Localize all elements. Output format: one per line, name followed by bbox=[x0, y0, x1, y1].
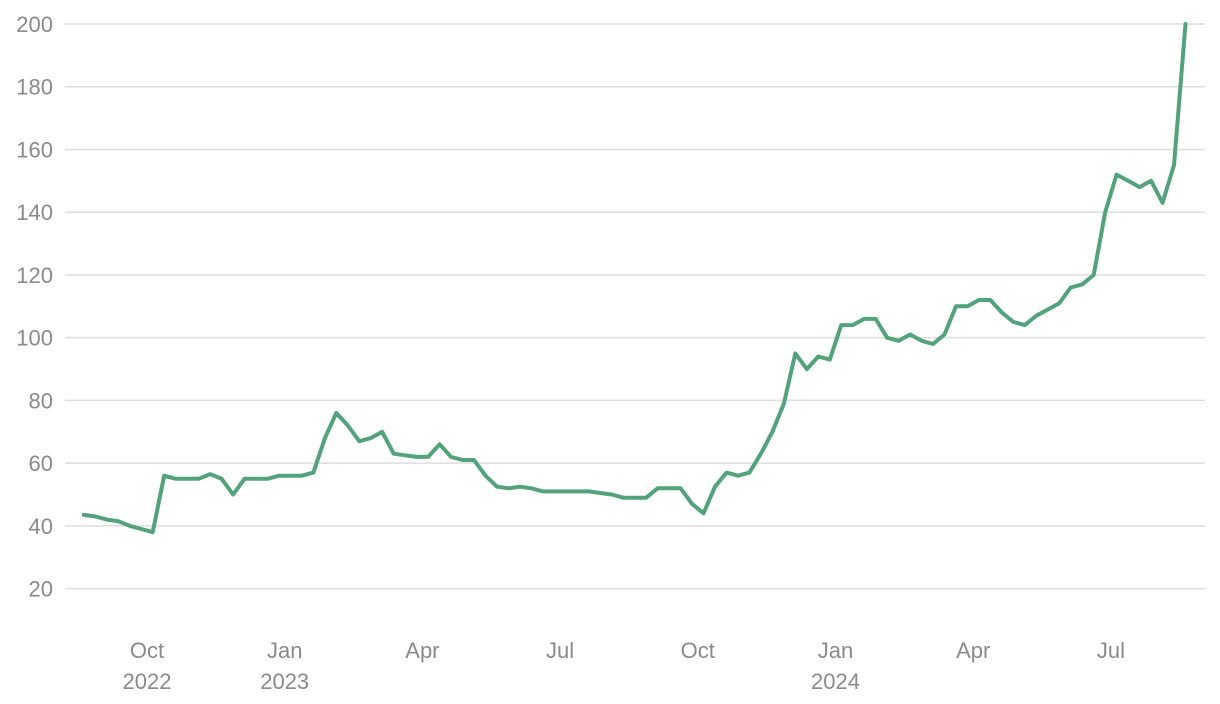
y-tick-label: 200 bbox=[16, 12, 53, 37]
x-tick-label: Apr bbox=[405, 638, 439, 663]
y-tick-label: 100 bbox=[16, 326, 53, 351]
x-tick-label: 2022 bbox=[123, 669, 172, 694]
x-tick-label: Jul bbox=[546, 638, 574, 663]
x-tick: Jan 2024 bbox=[811, 638, 860, 694]
x-tick-label: Jan bbox=[267, 638, 302, 663]
x-tick: Oct bbox=[681, 638, 715, 663]
y-tick-label: 120 bbox=[16, 263, 53, 288]
x-tick-label: Oct bbox=[130, 638, 164, 663]
x-tick: Jul bbox=[1097, 638, 1125, 663]
x-tick-label: 2024 bbox=[811, 669, 860, 694]
x-tick-label: Oct bbox=[681, 638, 715, 663]
x-tick: Jan 2023 bbox=[260, 638, 309, 694]
x-tick-label: Apr bbox=[956, 638, 990, 663]
y-tick-label: 60 bbox=[29, 451, 53, 476]
y-tick-label: 20 bbox=[29, 577, 53, 602]
y-tick-label: 40 bbox=[29, 514, 53, 539]
x-tick: Jul bbox=[546, 638, 574, 663]
x-tick: Oct 2022 bbox=[123, 638, 172, 694]
x-tick: Apr bbox=[405, 638, 439, 663]
x-tick: Apr bbox=[956, 638, 990, 663]
x-tick-label: Jul bbox=[1097, 638, 1125, 663]
y-tick-label: 160 bbox=[16, 137, 53, 162]
x-tick-label: Jan bbox=[818, 638, 853, 663]
x-tick-label: 2023 bbox=[260, 669, 309, 694]
line bbox=[81, 22, 1188, 535]
y-tick-label: 180 bbox=[16, 75, 53, 100]
y-tick-label: 80 bbox=[29, 388, 53, 413]
y-tick-label: 140 bbox=[16, 200, 53, 225]
